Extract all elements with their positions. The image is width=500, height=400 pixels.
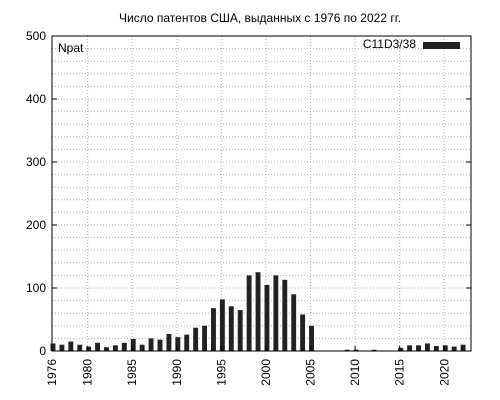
bar xyxy=(193,327,199,351)
bar xyxy=(59,344,65,351)
y-tick-label: 100 xyxy=(26,281,46,295)
bar xyxy=(95,342,101,351)
bar xyxy=(264,284,270,351)
bar xyxy=(148,338,154,351)
y-tick-label: 400 xyxy=(26,92,46,106)
bar xyxy=(202,325,208,351)
x-tick-label: 2015 xyxy=(393,359,407,386)
bar xyxy=(228,306,234,351)
bar xyxy=(139,344,145,351)
bar xyxy=(175,337,181,351)
bar xyxy=(50,343,56,351)
y-tick-label: 500 xyxy=(26,29,46,43)
bar xyxy=(424,343,430,351)
x-tick-label: 1990 xyxy=(170,359,184,386)
bar xyxy=(112,345,118,351)
legend-label: C11D3/38 xyxy=(363,37,416,51)
x-tick-label: 2010 xyxy=(348,359,362,386)
chart-title: Число патентов США, выданных с 1976 по 2… xyxy=(119,11,401,25)
bar xyxy=(291,294,297,351)
x-tick-label: 1976 xyxy=(45,359,59,386)
x-tick-label: 2000 xyxy=(259,359,273,386)
bar xyxy=(246,275,252,351)
x-tick-label: 2005 xyxy=(304,359,318,386)
tick-labels: 0 100 200 300 400 500 1976 1980 1985 1990 1995 2000… xyxy=(26,29,451,386)
bar xyxy=(353,349,359,351)
bar xyxy=(211,308,216,351)
y-tick-label: 0 xyxy=(39,344,46,358)
bar xyxy=(442,345,448,351)
x-tick-label: 1985 xyxy=(125,359,139,386)
bar xyxy=(157,339,163,351)
bar xyxy=(104,347,109,351)
bar xyxy=(460,344,466,351)
y-tick-label: 300 xyxy=(26,155,46,169)
bar xyxy=(371,349,377,351)
bar xyxy=(344,349,350,351)
bar xyxy=(433,345,439,351)
bar xyxy=(237,310,243,351)
bar xyxy=(184,334,190,351)
bar xyxy=(255,272,261,351)
bar xyxy=(77,344,83,351)
bars xyxy=(50,272,466,351)
bar xyxy=(451,346,457,351)
x-tick-label: 1995 xyxy=(214,359,228,386)
bar xyxy=(282,279,288,351)
y-tick-label: 200 xyxy=(26,218,46,232)
bar xyxy=(407,345,413,351)
x-tick-label: 1980 xyxy=(81,359,95,386)
legend-swatch xyxy=(423,42,460,49)
bar xyxy=(398,347,404,351)
axes xyxy=(51,35,472,352)
bar xyxy=(121,342,127,351)
y-axis-label: Npat xyxy=(58,41,84,55)
legend: C11D3/38 xyxy=(363,37,460,51)
bar xyxy=(219,299,225,351)
bar xyxy=(86,346,92,351)
bar xyxy=(130,339,136,351)
grid xyxy=(52,36,471,351)
bar xyxy=(166,333,172,351)
bar xyxy=(273,275,279,351)
plot-frame xyxy=(51,35,472,352)
bar xyxy=(416,345,421,351)
bar xyxy=(309,325,314,351)
x-tick-label: 2020 xyxy=(437,359,451,386)
bar xyxy=(68,341,74,351)
bar xyxy=(300,314,306,351)
